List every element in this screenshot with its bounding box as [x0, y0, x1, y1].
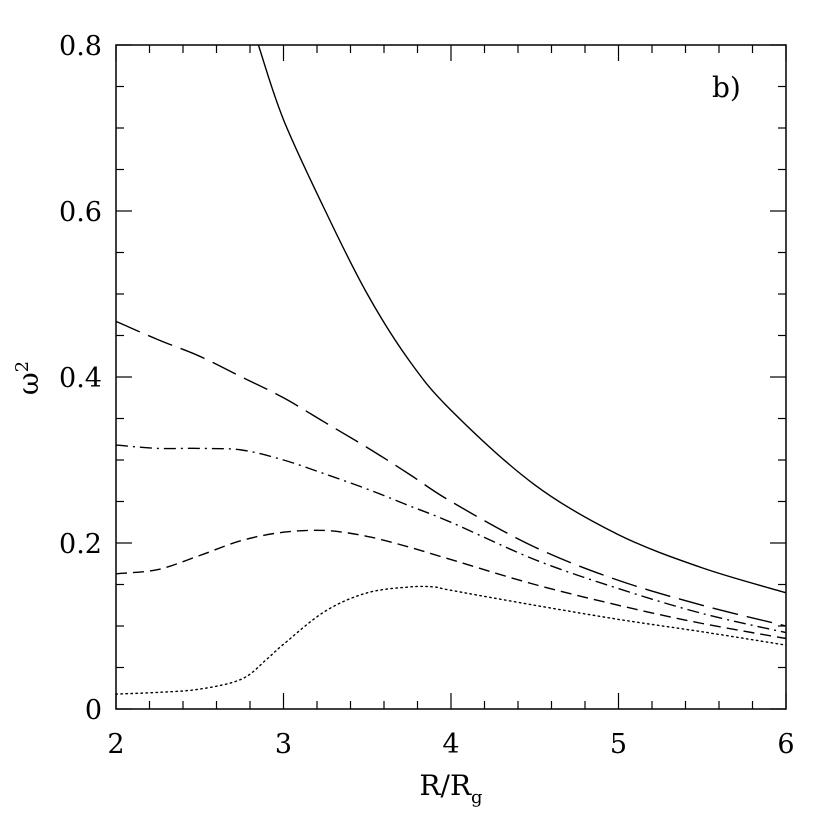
series-line-dash-dot: [115, 444, 787, 634]
x-axis-label-main: R/R: [419, 769, 472, 802]
y-axis-label: ω2: [12, 361, 45, 395]
series-line-long-dash: [115, 320, 787, 627]
x-tick-label: 6: [777, 729, 794, 760]
x-tick-label: 2: [107, 729, 124, 760]
x-axis-label: R/Rg: [419, 769, 482, 808]
x-tick-label: 5: [610, 729, 627, 760]
x-tick-label: 4: [442, 729, 459, 760]
plot-curves: [115, 44, 787, 695]
y-tick-label: 0.4: [59, 363, 102, 394]
series-line-short-dash: [115, 529, 787, 640]
y-tick-labels: 0 0.2 0.4 0.6 0.8: [59, 31, 102, 726]
y-tick-label: 0.6: [59, 197, 102, 228]
axis-ticks: [115, 44, 787, 710]
series-line-solid: [257, 44, 787, 594]
y-tick-label: 0.2: [59, 529, 102, 560]
plot-frame: [115, 44, 787, 710]
series-line-dotted: [115, 585, 787, 695]
y-axis-label-superscript: 2: [12, 361, 33, 372]
y-axis-label-main: ω: [12, 372, 45, 395]
x-axis-label-subscript: g: [471, 787, 483, 808]
panel-label: b): [712, 71, 741, 104]
x-tick-labels: 2 3 4 5 6: [107, 729, 794, 760]
y-tick-label: 0.8: [59, 31, 102, 62]
x-tick-label: 3: [275, 729, 292, 760]
y-tick-label: 0: [85, 695, 102, 726]
